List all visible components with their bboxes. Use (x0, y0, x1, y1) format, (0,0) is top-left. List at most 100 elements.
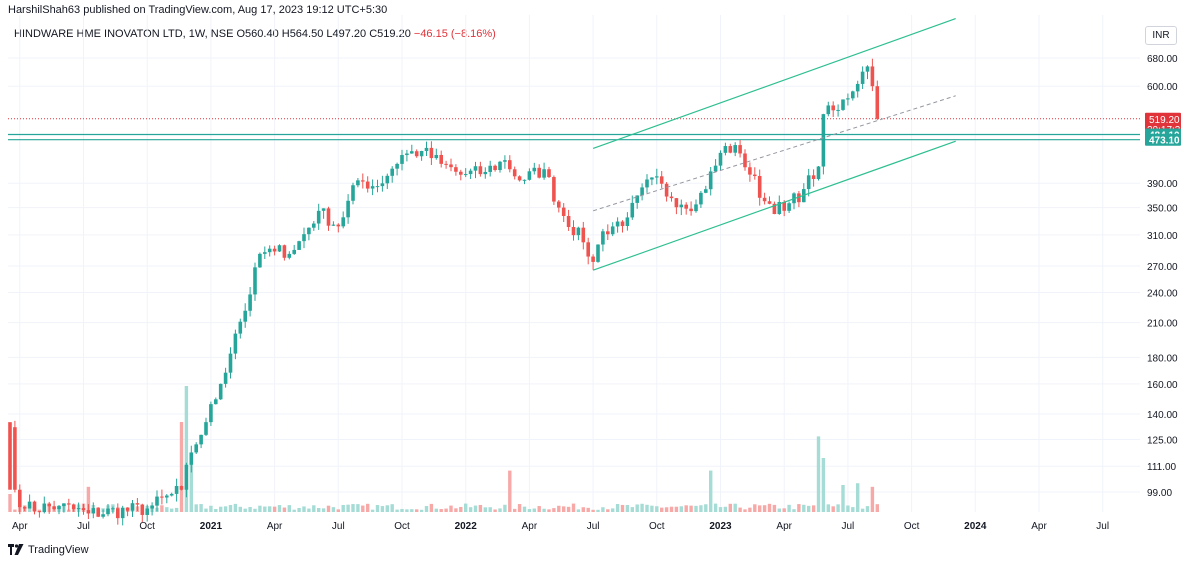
currency-button[interactable]: INR (1145, 26, 1177, 45)
volume-bar (209, 505, 213, 512)
candle-body (821, 114, 826, 167)
time-axis-tick: 2022 (455, 521, 478, 532)
candle-body (302, 234, 306, 242)
candle-body (37, 511, 42, 513)
candle-body (316, 210, 321, 224)
price-axis-tick: 240.00 (1147, 289, 1178, 300)
candle-body (361, 180, 365, 182)
candle-body (449, 164, 453, 168)
candle-body (488, 165, 492, 172)
volume-bar (630, 507, 634, 512)
volume-bar (689, 505, 693, 512)
price-chart[interactable]: 680.00 600.00 390.00 350.00 310.00 270.00 240.… (0, 0, 1200, 545)
candle-body (410, 151, 414, 154)
volume-bar (679, 506, 683, 512)
volume-bar (522, 506, 527, 512)
volume-bar (508, 470, 512, 512)
candle-body (576, 227, 581, 236)
candle-body (91, 508, 96, 514)
open-value: O560.40 (236, 28, 279, 40)
publisher-header: HarshilShah63 published on TradingView.c… (8, 4, 388, 16)
volume-bar (400, 508, 404, 512)
time-axis-tick: Jul (587, 521, 600, 532)
volume-bar (802, 504, 806, 512)
candle-body (356, 180, 360, 186)
candle-body (434, 154, 439, 159)
candle-body (816, 166, 821, 180)
chart-grid (8, 15, 1140, 512)
candle-body (155, 496, 159, 506)
volume-bar (214, 508, 218, 512)
candle-body (811, 175, 816, 180)
candle-body (694, 204, 698, 212)
volume-bar (160, 505, 164, 512)
volume-bar (390, 504, 394, 512)
volume-bar (488, 507, 492, 512)
candle-body (184, 464, 189, 490)
volume-bar (694, 505, 698, 512)
candle-body (674, 198, 679, 208)
volume-bar (748, 507, 752, 512)
candle-body (331, 224, 336, 226)
volume-bar (287, 505, 291, 512)
volume-bar (811, 505, 816, 512)
volume-bar (625, 505, 630, 512)
candle-body (630, 202, 635, 218)
volume-bar (302, 506, 306, 512)
volume-bar (292, 509, 296, 512)
channel-upper-line (592, 18, 956, 150)
candle-body (689, 208, 693, 212)
candle-body (346, 200, 350, 218)
volume-bar (596, 509, 600, 512)
level-price-badge (1145, 133, 1181, 146)
volume-bar (503, 504, 507, 512)
volume-bar (527, 509, 532, 512)
volume-bar (841, 485, 845, 512)
volume-bar (586, 507, 590, 512)
volume-bar (537, 506, 541, 512)
change-value: −46.15 (−8.16%) (413, 28, 496, 40)
candle-body (47, 503, 51, 507)
volume-bar (860, 508, 865, 512)
volume-bar (434, 508, 438, 512)
candle-body (483, 171, 488, 175)
volume-bar (650, 505, 654, 512)
volume-bar (865, 506, 870, 512)
volume-bar (620, 504, 625, 512)
symbol-name[interactable]: HINDWARE HME INOVATON LTD, 1W, NSE (14, 28, 234, 40)
volume-bar (67, 509, 71, 512)
tradingview-footer[interactable]: TradingView (8, 544, 89, 556)
candle-body (248, 294, 252, 311)
volume-bar (8, 494, 12, 512)
volume-bar (611, 508, 615, 512)
volume-bar (762, 505, 767, 512)
candle-body (459, 171, 463, 175)
volume-bar (478, 504, 483, 512)
candle-body (728, 146, 733, 153)
price-axis-tick: 125.00 (1147, 435, 1178, 446)
volume-bar (268, 506, 272, 512)
price-axis-tick: 390.00 (1147, 179, 1178, 190)
candle-body (439, 154, 443, 164)
candle-body (586, 242, 590, 257)
volume-bar (429, 503, 434, 512)
high-value: H564.50 (281, 28, 324, 40)
volume-bar (248, 507, 252, 512)
time-axis-tick: Jul (842, 521, 855, 532)
candle-body (615, 221, 620, 227)
candle-body (62, 503, 66, 507)
volume-bar (253, 508, 257, 512)
candle-body (508, 160, 512, 170)
volume-bar (361, 505, 365, 512)
price-axis-tick: 270.00 (1147, 262, 1178, 273)
volume-bars (8, 386, 879, 512)
volume-bar (562, 506, 566, 512)
candle-body (341, 217, 345, 227)
time-axis-tick: Jul (1096, 521, 1109, 532)
volume-bar (826, 504, 830, 512)
volume-bar (738, 507, 742, 512)
volume-bar (606, 509, 610, 512)
candle-body (52, 506, 56, 510)
candle-body (218, 383, 223, 400)
candle-body (233, 333, 238, 354)
